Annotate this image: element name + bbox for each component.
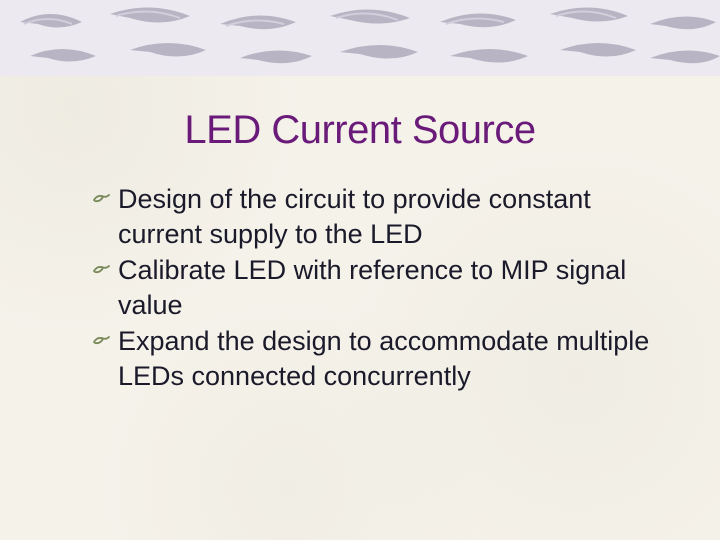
bullet-text: Design of the circuit to provide constan… [118,182,650,251]
header-decoration [0,0,720,76]
bullet-marker-icon [90,326,112,356]
bullet-text: Expand the design to accommodate multipl… [118,324,650,393]
bullet-marker-icon [90,184,112,214]
bullet-text: Calibrate LED with reference to MIP sign… [118,253,650,322]
swirl-pattern [0,0,720,76]
slide-title: LED Current Source [0,108,720,153]
list-item: Calibrate LED with reference to MIP sign… [90,253,650,322]
list-item: Design of the circuit to provide constan… [90,182,650,251]
bullet-marker-icon [90,255,112,285]
list-item: Expand the design to accommodate multipl… [90,324,650,393]
bullet-list: Design of the circuit to provide constan… [90,182,650,395]
